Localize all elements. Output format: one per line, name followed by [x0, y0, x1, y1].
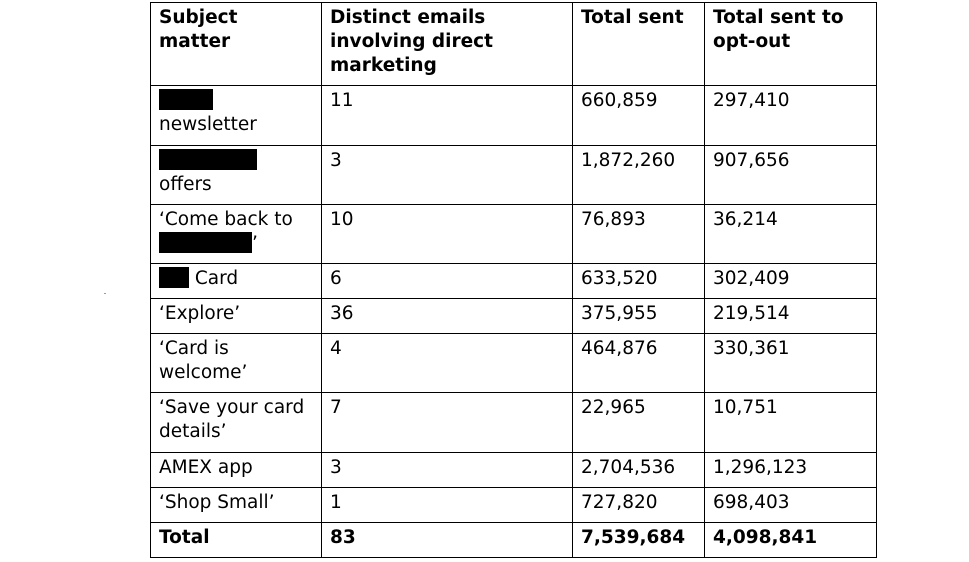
- subject-cell: newsletter: [150, 85, 322, 146]
- opt-out-cell: 10,751: [704, 392, 877, 453]
- total-sent-cell: 375,955: [572, 298, 705, 334]
- redaction-block: [159, 267, 189, 288]
- total-sent-cell: 464,876: [572, 333, 705, 393]
- total-label-cell: Total: [150, 522, 322, 558]
- distinct-emails-cell: 6: [321, 263, 573, 299]
- opt-out-cell: 297,410: [704, 85, 877, 146]
- table-row: ‘Card is welcome’ 4 464,876 330,361: [150, 333, 877, 393]
- subject-text: Card: [194, 268, 239, 289]
- subject-text-suffix: ’: [252, 233, 258, 254]
- total-sent-cell: 76,893: [572, 204, 705, 264]
- redaction-block: [159, 149, 257, 170]
- subject-cell: ‘Explore’: [150, 298, 322, 334]
- table-row: AMEX app 3 2,704,536 1,296,123: [150, 452, 877, 488]
- total-opt-out-cell: 4,098,841: [704, 522, 877, 558]
- header-total-sent-opt-out: Total sent to opt-out: [704, 2, 877, 86]
- total-sent-cell: 633,520: [572, 263, 705, 299]
- total-sent-cell: 1,872,260: [572, 145, 705, 205]
- opt-out-cell: 219,514: [704, 298, 877, 334]
- total-sent-cell: 22,965: [572, 392, 705, 453]
- subject-cell: ‘Save your card details’: [150, 392, 322, 453]
- distinct-emails-cell: 4: [321, 333, 573, 393]
- distinct-emails-cell: 1: [321, 487, 573, 523]
- redaction-block: [159, 232, 252, 253]
- subject-cell: Card: [150, 263, 322, 299]
- table-row: Card 6 633,520 302,409: [150, 263, 877, 299]
- opt-out-cell: 698,403: [704, 487, 877, 523]
- distinct-emails-cell: 11: [321, 85, 573, 146]
- header-subject-matter: Subject matter: [150, 2, 322, 86]
- table-row: offers 3 1,872,260 907,656: [150, 145, 877, 205]
- header-total-sent: Total sent: [572, 2, 705, 86]
- header-distinct-emails: Distinct emails involving direct marketi…: [321, 2, 573, 86]
- table-row: ‘Shop Small’ 1 727,820 698,403: [150, 487, 877, 523]
- marketing-email-table: Subject matter Distinct emails involving…: [150, 2, 877, 558]
- marketing-email-table-container: Subject matter Distinct emails involving…: [150, 2, 877, 558]
- distinct-emails-cell: 7: [321, 392, 573, 453]
- table-row: ‘Come back to ’ 10 76,893 36,214: [150, 204, 877, 264]
- table-row: newsletter 11 660,859 297,410: [150, 85, 877, 146]
- redaction-block: [159, 89, 213, 110]
- header-row: Subject matter Distinct emails involving…: [150, 2, 877, 86]
- table-row: ‘Explore’ 36 375,955 219,514: [150, 298, 877, 334]
- scan-artifact: [104, 293, 106, 294]
- opt-out-cell: 907,656: [704, 145, 877, 205]
- opt-out-cell: 1,296,123: [704, 452, 877, 488]
- subject-text: ‘Come back to: [159, 209, 293, 230]
- subject-cell: ‘Shop Small’: [150, 487, 322, 523]
- distinct-emails-cell: 3: [321, 452, 573, 488]
- total-sent-cell: 2,704,536: [572, 452, 705, 488]
- total-sent-cell: 7,539,684: [572, 522, 705, 558]
- opt-out-cell: 330,361: [704, 333, 877, 393]
- subject-cell: ‘Card is welcome’: [150, 333, 322, 393]
- total-row: Total 83 7,539,684 4,098,841: [150, 522, 877, 558]
- subject-cell: offers: [150, 145, 322, 205]
- opt-out-cell: 302,409: [704, 263, 877, 299]
- total-sent-cell: 660,859: [572, 85, 705, 146]
- distinct-emails-cell: 10: [321, 204, 573, 264]
- table-row: ‘Save your card details’ 7 22,965 10,751: [150, 392, 877, 453]
- total-distinct-emails-cell: 83: [321, 522, 573, 558]
- subject-text: newsletter: [159, 114, 257, 135]
- subject-text: offers: [159, 174, 212, 195]
- subject-cell: AMEX app: [150, 452, 322, 488]
- distinct-emails-cell: 36: [321, 298, 573, 334]
- distinct-emails-cell: 3: [321, 145, 573, 205]
- subject-cell: ‘Come back to ’: [150, 204, 322, 264]
- opt-out-cell: 36,214: [704, 204, 877, 264]
- total-sent-cell: 727,820: [572, 487, 705, 523]
